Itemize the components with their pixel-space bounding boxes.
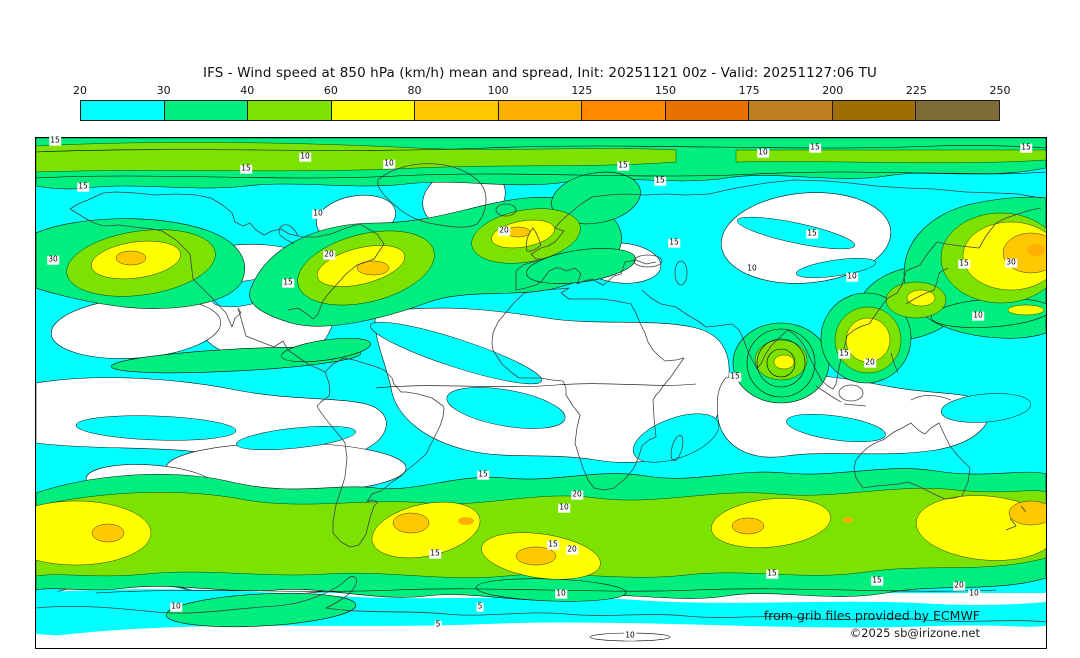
contour-label: 10 [558, 502, 570, 513]
colorbar-tick-labels: 20 30 40 60 80 100 125 150 175 200 225 250 [73, 84, 1011, 98]
contour-label: 15 [871, 575, 883, 586]
colorbar-segment [415, 101, 499, 120]
contour-label: 20 [953, 580, 965, 591]
colorbar-tick-label: 175 [738, 84, 760, 97]
contour-label: 15 [547, 539, 559, 550]
contour-label: 30 [47, 254, 59, 265]
antarctic-interior-white [36, 622, 1046, 648]
colorbar-tick-label: 250 [989, 84, 1011, 97]
contour-label: 20 [323, 249, 335, 260]
contour-label: 15 [282, 277, 294, 288]
colorbar-segment [81, 101, 165, 120]
attribution-source: from grib files provided by ECMWF [763, 608, 980, 623]
colorbar-scale [80, 100, 1000, 121]
contour-label: 20 [864, 357, 876, 368]
colorbar-tick-label: 100 [487, 84, 509, 97]
cyan-streaks [75, 216, 1032, 463]
contour-label: 10 [968, 588, 980, 599]
colorbar-segment [665, 101, 750, 120]
colorbar-segment [248, 101, 332, 120]
colorbar-tick-label: 40 [240, 84, 255, 97]
contour-label: 10 [299, 151, 311, 162]
colorbar-segment [164, 101, 249, 120]
contour-label: 10 [555, 588, 567, 599]
contour-label: 10 [757, 147, 769, 158]
attribution: from grib files provided by ECMWF ©2025 … [764, 608, 980, 640]
colorbar-tick-label: 20 [73, 84, 87, 97]
orange-100-125-spots [458, 244, 1045, 525]
contour-label: 15 [654, 175, 666, 186]
contour-label: 15 [77, 181, 89, 192]
contour-label: 10 [170, 601, 182, 612]
contour-label: 15 [766, 568, 778, 579]
colorbar-tick-label: 125 [571, 84, 593, 97]
colorbar-segment [916, 101, 1000, 120]
colorbar-tick-label: 30 [156, 84, 171, 97]
colorbar-segment [331, 101, 416, 120]
contour-label: 15 [668, 237, 680, 248]
colorbar-segment [832, 101, 917, 120]
contour-label: 15 [806, 228, 818, 239]
contour-label: 10 [746, 263, 758, 274]
contour-label: 20 [566, 544, 578, 555]
contour-label: 30 [1005, 257, 1017, 268]
contour-label: 5 [476, 601, 484, 612]
colorbar-segment [498, 101, 583, 120]
colorbar-tick-label: 200 [822, 84, 844, 97]
colorbar: 20 30 40 60 80 100 125 150 175 200 225 250 [73, 84, 1011, 124]
coastlines [36, 163, 1046, 623]
contour-label: 10 [846, 271, 858, 282]
contour-label: 15 [1020, 142, 1032, 153]
contour-label: 10 [312, 208, 324, 219]
colorbar-tick-label: 80 [407, 84, 422, 97]
contour-label: 15 [729, 371, 741, 382]
contour-label: 15 [429, 548, 441, 559]
contour-label: 15 [958, 258, 970, 269]
attribution-copyright: ©2025 sb@irizone.net [849, 626, 980, 640]
contour-label: 15 [617, 160, 629, 171]
contour-label: 15 [477, 469, 489, 480]
spread-contour-lines [36, 145, 1046, 642]
colorbar-segment [749, 101, 833, 120]
colorbar-tick-label: 150 [654, 84, 676, 97]
contour-label: 15 [838, 348, 850, 359]
map-title: IFS - Wind speed at 850 hPa (km/h) mean … [203, 65, 877, 81]
contour-label: 20 [571, 489, 583, 500]
colorbar-tick-label: 60 [323, 84, 338, 97]
colorbar-tick-label: 225 [905, 84, 927, 97]
contour-label: 10 [972, 310, 984, 321]
contour-label: 15 [809, 142, 821, 153]
contour-label: 10 [624, 630, 636, 641]
contour-label: 15 [240, 163, 252, 174]
wind-field-svg [36, 138, 1046, 648]
colorbar-segment [582, 101, 666, 120]
contour-label: 5 [434, 619, 442, 630]
contour-label: 15 [49, 135, 61, 146]
contour-label: 10 [383, 158, 395, 169]
world-wind-map: from grib files provided by ECMWF ©2025 … [35, 135, 1047, 649]
contour-label: 20 [498, 225, 510, 236]
